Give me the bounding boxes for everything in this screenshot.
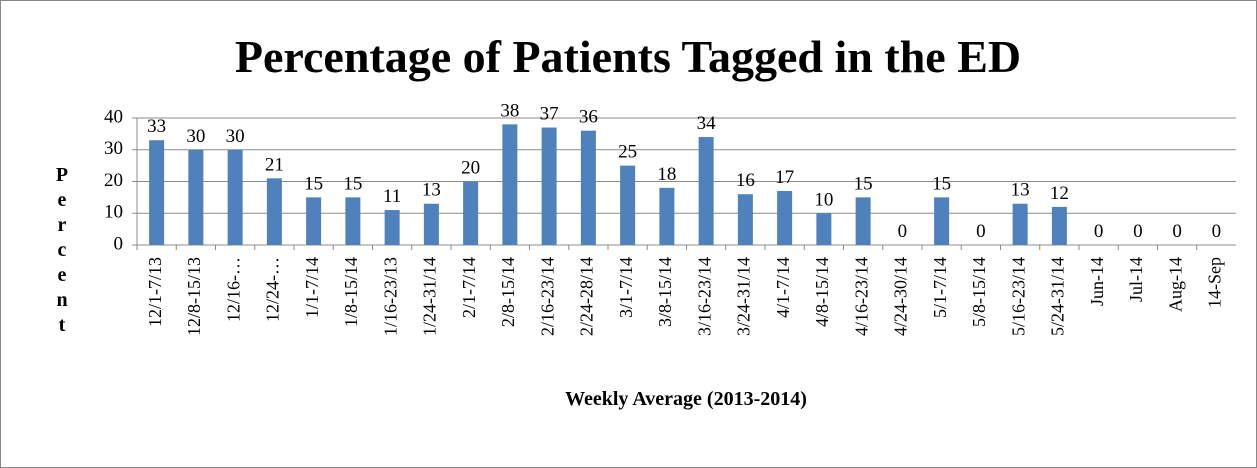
x-tick-label: 2/24-28/14 (577, 257, 597, 336)
bar (423, 203, 439, 245)
x-tick-label: 5/8-15/14 (969, 257, 989, 327)
value-label: 0 (1212, 221, 1222, 242)
x-tick-label: 14-Sep (1205, 257, 1225, 308)
bar (1012, 203, 1028, 245)
value-label: 34 (697, 113, 717, 134)
value-label: 11 (383, 186, 401, 207)
bar (659, 187, 675, 245)
x-tick-label: 1/1-7/14 (302, 257, 322, 318)
value-label: 0 (898, 221, 908, 242)
value-label: 13 (422, 180, 441, 201)
x-tick-label: 12/24-… (263, 257, 283, 322)
bar (149, 140, 165, 245)
value-label: 38 (500, 100, 519, 121)
value-label: 20 (461, 158, 480, 179)
x-tick-label: 2/8-15/14 (498, 257, 518, 327)
value-label: 15 (343, 173, 362, 194)
value-label: 36 (579, 107, 598, 128)
bar (266, 178, 282, 245)
bar (188, 149, 204, 245)
x-tick-label: 4/16-23/14 (851, 257, 871, 336)
y-tick-label: 30 (104, 138, 123, 159)
bar (816, 213, 832, 245)
bar (384, 210, 400, 245)
x-tick-label: 3/24-31/14 (734, 257, 754, 336)
x-tick-label: 1/8-15/14 (341, 257, 361, 327)
bar (227, 149, 243, 245)
bar (737, 194, 753, 245)
x-tick-label: 1/16-23/13 (380, 257, 400, 336)
x-tick-label: Jul-14 (1126, 257, 1146, 302)
bar (345, 197, 361, 245)
value-label: 17 (775, 167, 794, 188)
x-tick-label: Jun-14 (1087, 257, 1107, 306)
value-label: 10 (814, 189, 833, 210)
bar (1051, 206, 1067, 245)
bar (934, 197, 950, 245)
x-tick-label: 12/16-… (223, 257, 243, 322)
bar (698, 137, 714, 245)
x-tick-label: 12/1-7/13 (145, 257, 165, 327)
value-label: 0 (1172, 221, 1182, 242)
value-label: 15 (304, 173, 323, 194)
y-tick-label: 0 (114, 233, 124, 254)
value-label: 30 (186, 126, 205, 147)
bar (502, 124, 518, 245)
y-tick-label: 20 (104, 170, 123, 191)
x-tick-label: 4/1-7/14 (773, 257, 793, 318)
value-label: 37 (540, 104, 559, 125)
value-label: 0 (1133, 221, 1143, 242)
value-label: 15 (854, 173, 873, 194)
x-tick-label: 2/1-7/14 (459, 257, 479, 318)
value-label: 13 (1011, 180, 1030, 201)
x-tick-label: 5/24-31/14 (1048, 257, 1068, 336)
x-tick-label: 3/1-7/14 (616, 257, 636, 318)
value-label: 33 (147, 116, 166, 137)
x-axis-title: Weekly Average (2013-2014) (565, 388, 807, 410)
value-label: 0 (976, 221, 986, 242)
value-label: 21 (265, 154, 284, 175)
x-tick-label: 5/1-7/14 (930, 257, 950, 318)
value-label: 0 (1094, 221, 1104, 242)
x-tick-label: 2/16-23/14 (537, 257, 557, 336)
x-tick-label: 1/24-31/14 (420, 257, 440, 336)
x-tick-label: Aug-14 (1165, 257, 1185, 312)
bar (855, 197, 871, 245)
bar (777, 191, 793, 245)
bar (580, 130, 596, 245)
x-tick-label: 3/16-23/14 (694, 257, 714, 336)
x-tick-label: 4/24-30/14 (891, 257, 911, 336)
value-label: 15 (932, 173, 951, 194)
bar (306, 197, 322, 245)
chart-title: Percentage of Patients Tagged in the ED (235, 31, 1021, 82)
x-tick-label: 5/16-23/14 (1008, 257, 1028, 336)
y-axis-title: Percent (51, 164, 73, 339)
value-label: 18 (657, 164, 676, 185)
bar (620, 165, 636, 245)
bar (463, 181, 479, 245)
value-label: 12 (1050, 183, 1069, 204)
value-label: 30 (226, 126, 245, 147)
x-tick-label: 3/8-15/14 (655, 257, 675, 327)
x-tick-label: 4/8-15/14 (812, 257, 832, 327)
y-tick-label: 40 (104, 106, 123, 127)
x-tick-label: 12/8-15/13 (184, 257, 204, 336)
bar (541, 127, 557, 245)
value-label: 25 (618, 142, 637, 163)
value-label: 16 (736, 170, 755, 191)
y-tick-label: 10 (104, 202, 123, 223)
